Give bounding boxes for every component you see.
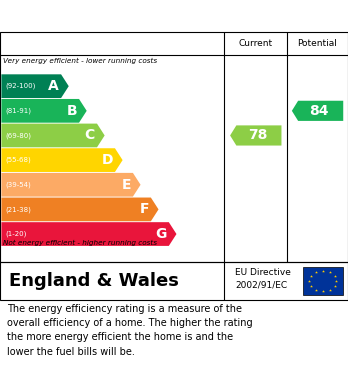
Text: Energy Efficiency Rating: Energy Efficiency Rating [9, 9, 219, 23]
Text: (21-38): (21-38) [6, 206, 31, 213]
Polygon shape [1, 197, 158, 221]
Text: 84: 84 [309, 104, 329, 118]
Text: (92-100): (92-100) [6, 83, 36, 90]
Text: Potential: Potential [298, 39, 338, 48]
Text: Very energy efficient - lower running costs: Very energy efficient - lower running co… [3, 58, 158, 64]
Text: England & Wales: England & Wales [9, 272, 179, 290]
Text: 78: 78 [248, 129, 267, 142]
Text: (69-80): (69-80) [6, 132, 32, 139]
Text: (81-91): (81-91) [6, 108, 32, 114]
Text: (39-54): (39-54) [6, 181, 31, 188]
Polygon shape [1, 222, 176, 246]
Text: (55-68): (55-68) [6, 157, 31, 163]
Polygon shape [292, 101, 343, 121]
Text: A: A [48, 79, 59, 93]
Polygon shape [1, 74, 69, 98]
Bar [303, 267, 343, 296]
Text: Current: Current [239, 39, 273, 48]
Polygon shape [230, 126, 282, 145]
Polygon shape [1, 173, 141, 197]
Polygon shape [1, 148, 122, 172]
Text: G: G [155, 227, 167, 241]
Text: E: E [121, 178, 131, 192]
Text: C: C [85, 129, 95, 142]
Polygon shape [1, 124, 105, 147]
Polygon shape [1, 99, 87, 123]
Text: EU Directive
2002/91/EC: EU Directive 2002/91/EC [235, 268, 291, 290]
Text: D: D [101, 153, 113, 167]
Text: B: B [66, 104, 77, 118]
Text: (1-20): (1-20) [6, 231, 27, 237]
Text: The energy efficiency rating is a measure of the
overall efficiency of a home. T: The energy efficiency rating is a measur… [7, 304, 253, 357]
Text: F: F [139, 203, 149, 216]
Text: Not energy efficient - higher running costs: Not energy efficient - higher running co… [3, 240, 158, 246]
